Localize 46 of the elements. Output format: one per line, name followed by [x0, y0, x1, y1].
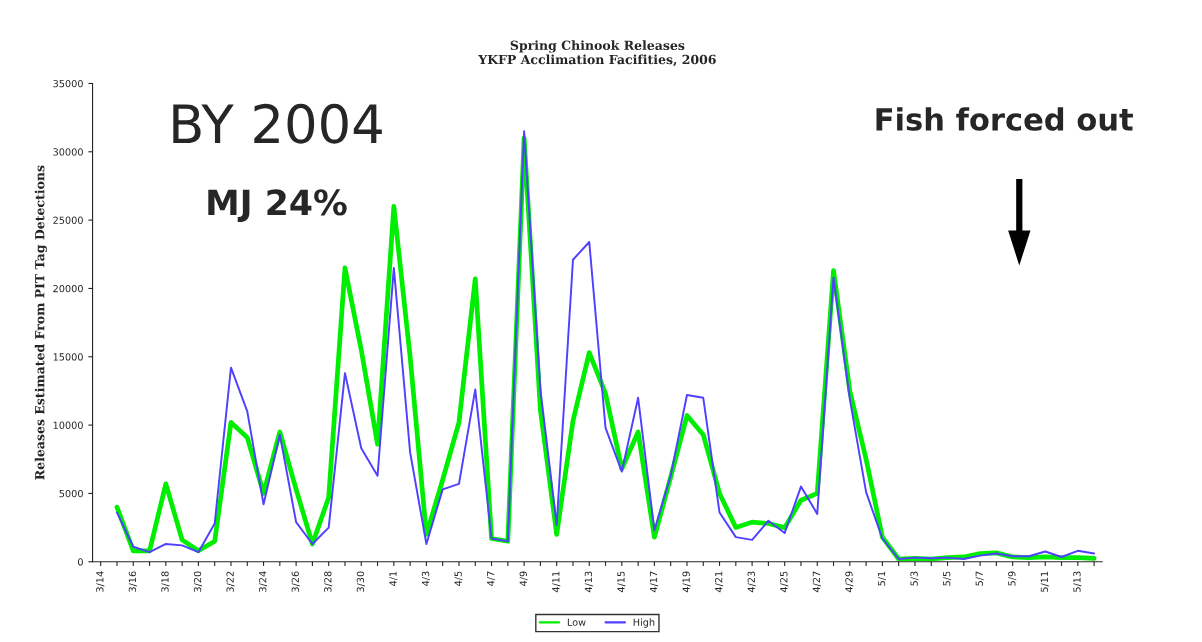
y-tick-label: 5000 — [59, 489, 83, 498]
x-tick-label: 4/23 — [747, 571, 756, 593]
x-tick-label: 3/18 — [161, 571, 170, 592]
x-tick-label: 4/17 — [649, 571, 658, 593]
x-tick-label: 4/21 — [715, 571, 724, 593]
x-tick-label: 5/13 — [1073, 571, 1082, 592]
chart-title: Spring Chinook Releases YKFP Acclimation Facifities, 2006 — [478, 40, 716, 67]
x-tick-label: 4/1 — [389, 571, 398, 586]
y-tick-label: 15000 — [53, 353, 83, 361]
x-tick-label: 4/9 — [519, 571, 528, 586]
x-tick-label: 3/30 — [356, 571, 365, 592]
y-tick-label: 0 — [77, 558, 83, 566]
x-tick-label: 3/24 — [259, 571, 268, 592]
y-tick-label: 35000 — [53, 79, 83, 88]
x-tick-label: 4/13 — [584, 571, 593, 593]
x-tick-label: 4/5 — [454, 571, 463, 586]
y-tick-label: 20000 — [53, 284, 83, 293]
x-tick-label: 4/29 — [845, 571, 854, 593]
x-tick-label: 3/16 — [128, 571, 137, 592]
legend-label: High — [633, 618, 655, 628]
x-tick-label: 4/7 — [487, 571, 496, 586]
x-tick-label: 5/3 — [910, 571, 919, 586]
annotation: BY 2004 — [173, 103, 382, 144]
x-tick-label: 4/11 — [552, 571, 561, 593]
x-tick-label: 3/14 — [96, 571, 105, 592]
y-axis-title: Releases Estimated From PIT Tag Detections — [34, 165, 48, 480]
annotation: Fish forced out — [876, 107, 1133, 131]
annotation: MJ 24% — [208, 189, 347, 222]
y-tick-label: 25000 — [53, 216, 83, 224]
x-tick-label: 3/22 — [226, 571, 235, 592]
x-tick-label: 5/11 — [1040, 571, 1049, 592]
legend-label: Low — [567, 618, 586, 626]
x-tick-label: 4/27 — [812, 571, 821, 593]
x-tick-label: 4/15 — [617, 571, 626, 593]
x-tick-label: 5/9 — [1008, 571, 1017, 586]
x-tick-label: 4/25 — [780, 571, 789, 593]
x-tick-label: 3/26 — [291, 571, 300, 592]
y-tick-label: 30000 — [53, 148, 83, 156]
x-tick-label: 5/7 — [975, 571, 984, 586]
x-tick-label: 4/19 — [682, 571, 691, 593]
x-tick-label: 3/20 — [193, 571, 202, 592]
x-tick-label: 5/1 — [877, 571, 886, 586]
x-tick-label: 5/5 — [943, 571, 952, 586]
x-tick-label: 3/28 — [324, 571, 333, 592]
x-tick-label: 4/3 — [421, 571, 430, 586]
y-tick-label: 10000 — [53, 421, 83, 429]
